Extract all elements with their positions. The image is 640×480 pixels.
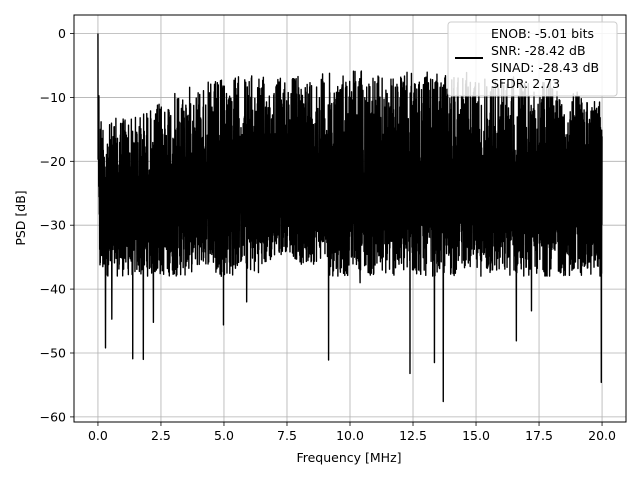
x-tick-label: 10.0: [336, 428, 364, 443]
y-tick-label: −60: [40, 409, 66, 424]
x-tick-label: 0.0: [88, 428, 108, 443]
x-axis: 0.0 2.5 5.0 7.5 10.0 12.5 15.0 17.5 20.0: [88, 422, 616, 443]
y-tick-label: −20: [40, 154, 66, 169]
y-tick-label: −40: [40, 282, 66, 297]
legend: ENOB: -5.01 bits SNR: -28.42 dB SINAD: -…: [447, 21, 618, 97]
y-tick-label: 0: [58, 26, 66, 41]
psd-series-line: [97, 33, 603, 403]
y-axis-label: PSD [dB]: [13, 190, 28, 245]
legend-snr: SNR: -28.42 dB: [491, 43, 586, 58]
x-tick-label: 2.5: [151, 428, 171, 443]
legend-sfdr: SFDR: 2.73: [491, 76, 560, 91]
y-axis: 0 −10 −20 −30 −40 −50 −60: [40, 26, 74, 424]
y-tick-label: −30: [40, 218, 66, 233]
x-tick-label: 17.5: [525, 428, 553, 443]
legend-box: [447, 21, 618, 97]
x-tick-label: 7.5: [277, 428, 297, 443]
x-axis-label: Frequency [MHz]: [296, 450, 401, 465]
x-tick-label: 15.0: [462, 428, 490, 443]
y-tick-label: −50: [40, 345, 66, 360]
x-tick-label: 12.5: [399, 428, 427, 443]
legend-sinad: SINAD: -28.43 dB: [491, 60, 599, 75]
y-tick-label: −10: [40, 90, 66, 105]
legend-enob: ENOB: -5.01 bits: [491, 26, 594, 41]
plot-area: [97, 33, 603, 403]
x-tick-label: 20.0: [588, 428, 616, 443]
x-tick-label: 5.0: [214, 428, 234, 443]
